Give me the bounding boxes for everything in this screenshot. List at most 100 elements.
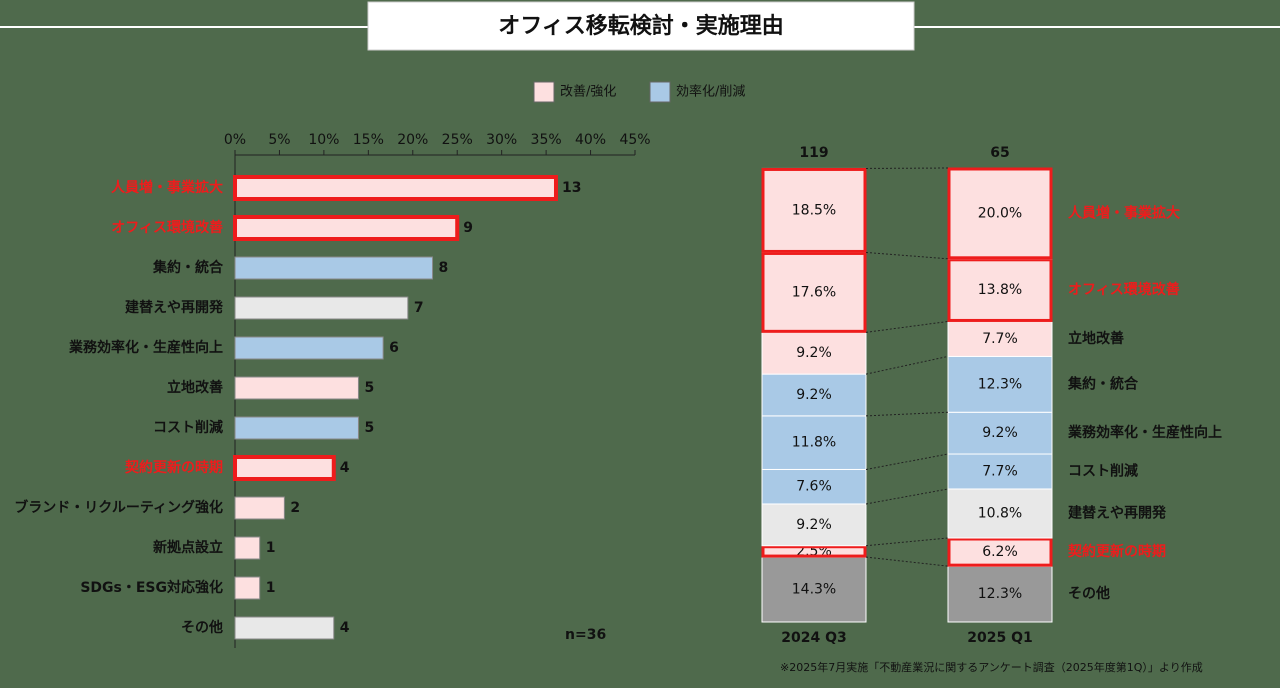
segment: [947, 355, 1053, 413]
connector: [865, 488, 949, 505]
x-tick-label: 2025 Q1: [967, 630, 1032, 646]
series-label: 契約更新の時期: [1067, 543, 1166, 560]
segment: [947, 411, 1053, 455]
x-tick-label: 10%: [308, 132, 339, 148]
category-label: 建替えや再開発: [125, 299, 224, 316]
segment: [761, 331, 867, 375]
bar: [234, 256, 434, 280]
series-label: その他: [1068, 585, 1110, 602]
category-label: 業務効率化・生産性向上: [68, 339, 223, 356]
series-label: 建替えや再開発: [1068, 504, 1167, 521]
value-label: 7: [414, 300, 424, 316]
category-label: コスト削減: [153, 419, 223, 436]
series-label: 集約・統合: [1067, 375, 1139, 392]
segment: [761, 468, 867, 505]
value-label: 12.3%: [978, 376, 1022, 392]
x-tick-label: 40%: [575, 132, 606, 148]
value-label: 5: [364, 380, 374, 396]
x-tick-label: 30%: [486, 132, 517, 148]
legend-label: 効率化/削減: [676, 84, 745, 100]
legend-swatch: [649, 81, 671, 103]
bar: [234, 576, 261, 600]
segment: [761, 251, 867, 333]
bar: [234, 416, 359, 440]
value-label: 4: [340, 620, 350, 636]
bar: [233, 455, 336, 481]
value-label: 12.3%: [978, 586, 1022, 602]
value-label: 9.2%: [796, 387, 832, 403]
x-tick-label: 15%: [353, 132, 384, 148]
value-label: 6.2%: [982, 544, 1018, 560]
value-label: 7.7%: [982, 331, 1018, 347]
total-label: 119: [799, 145, 828, 161]
series-label: 業務効率化・生産性向上: [1067, 424, 1222, 441]
value-label: 9.2%: [982, 425, 1018, 441]
segment: [761, 373, 867, 417]
value-label: 17.6%: [792, 284, 836, 300]
segment: [761, 556, 867, 623]
category-label: その他: [181, 619, 223, 636]
highlight-frame: [947, 258, 1053, 322]
x-tick-label: 0%: [224, 132, 246, 148]
x-tick-label: 2024 Q3: [781, 630, 846, 646]
bar: [234, 496, 285, 520]
highlight-frame: [761, 251, 867, 333]
series-label: オフィス環境改善: [1068, 281, 1180, 298]
highlight-frame: [761, 545, 867, 558]
value-label: 7.6%: [796, 479, 832, 495]
connector: [865, 453, 949, 470]
segment: [947, 258, 1053, 322]
value-label: 11.8%: [792, 435, 836, 451]
bar: [233, 215, 460, 241]
value-label: 6: [389, 340, 399, 356]
segment: [947, 453, 1053, 490]
value-label: 1: [266, 540, 276, 556]
value-label: 8: [439, 260, 449, 276]
connector: [865, 411, 949, 417]
value-label: 7.7%: [982, 463, 1018, 479]
x-tick-label: 5%: [268, 132, 290, 148]
value-label: 18.5%: [792, 202, 836, 218]
value-label: 9.2%: [796, 345, 832, 361]
highlight-frame: [947, 537, 1053, 567]
footnote: ※2025年7月実施「不動産業況に関するアンケート調査（2025年度第1Q）」よ…: [780, 660, 1203, 674]
connector: [865, 537, 949, 547]
x-tick-label: 45%: [619, 132, 650, 148]
segment: [761, 503, 867, 547]
value-label: 10.8%: [978, 505, 1022, 521]
value-label: 9: [463, 220, 473, 236]
value-label: 20.0%: [978, 205, 1022, 221]
bar: [234, 296, 409, 320]
value-label: 2: [290, 500, 300, 516]
series-label: コスト削減: [1068, 462, 1138, 479]
bar: [234, 376, 359, 400]
bar: [233, 175, 558, 201]
category-label: 新拠点設立: [153, 539, 223, 556]
category-label: 集約・統合: [152, 259, 224, 276]
segment: [947, 320, 1053, 357]
chart-title: オフィス移転検討・実施理由: [498, 13, 784, 39]
category-label: 人員増・事業拡大: [111, 179, 223, 196]
x-tick-label: 25%: [442, 132, 473, 148]
category-label: SDGs・ESG対応強化: [80, 579, 223, 596]
segment: [761, 167, 867, 253]
value-label: 1: [266, 580, 276, 596]
legend-swatch: [533, 81, 555, 103]
x-tick-label: 35%: [531, 132, 562, 148]
x-tick-label: 20%: [397, 132, 428, 148]
highlight-frame: [761, 167, 867, 253]
connector: [865, 355, 949, 375]
value-label: 13: [562, 180, 581, 196]
category-label: 立地改善: [167, 379, 223, 396]
value-label: 13.8%: [978, 282, 1022, 298]
series-label: 人員増・事業拡大: [1068, 204, 1180, 221]
note: n=36: [565, 627, 606, 643]
title-box: [367, 1, 915, 51]
segment: [761, 415, 867, 470]
connector: [865, 251, 949, 260]
total-label: 65: [990, 145, 1009, 161]
bar: [234, 536, 261, 560]
category-label: 契約更新の時期: [124, 459, 223, 476]
value-label: 14.3%: [792, 582, 836, 598]
